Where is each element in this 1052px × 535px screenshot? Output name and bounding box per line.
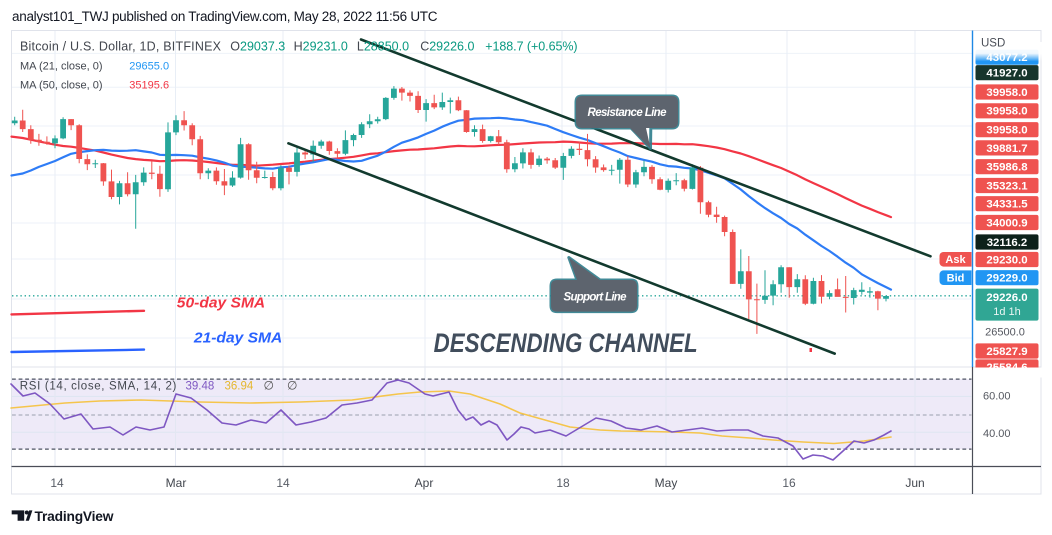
svg-text:+188.7 (+0.65%): +188.7 (+0.65%): [485, 40, 577, 54]
svg-text:39881.7: 39881.7: [986, 143, 1027, 155]
svg-text:Resistance Line: Resistance Line: [588, 107, 668, 119]
svg-text:34331.5: 34331.5: [986, 199, 1028, 211]
svg-text:analyst101_TWJ published on Tr: analyst101_TWJ published on TradingView.…: [12, 9, 438, 24]
svg-text:C29226.0: C29226.0: [420, 40, 474, 54]
svg-text:41927.0: 41927.0: [986, 68, 1027, 80]
svg-text:RSI (14, close, SMA, 14, 2): RSI (14, close, SMA, 14, 2): [20, 380, 177, 392]
svg-text:21-day SMA: 21-day SMA: [193, 330, 282, 347]
svg-text:26500.0: 26500.0: [985, 326, 1025, 338]
svg-text:USD: USD: [981, 38, 1005, 50]
svg-text:L28850.0: L28850.0: [357, 40, 409, 54]
svg-text:MA (21, close, 0): MA (21, close, 0): [20, 61, 103, 73]
svg-text:1d 1h: 1d 1h: [993, 306, 1021, 318]
svg-text:29230.0: 29230.0: [986, 254, 1027, 266]
svg-text:40.00: 40.00: [983, 428, 1011, 440]
svg-text:Bitcoin / U.S. Dollar, 1D, BIT: Bitcoin / U.S. Dollar, 1D, BITFINEX: [20, 40, 222, 54]
svg-text:Bid: Bid: [947, 272, 965, 284]
svg-text:34000.9: 34000.9: [986, 217, 1027, 229]
svg-text:DESCENDING CHANNEL: DESCENDING CHANNEL: [434, 328, 698, 358]
svg-text:39958.0: 39958.0: [986, 106, 1027, 118]
svg-text:MA (50, close, 0): MA (50, close, 0): [20, 80, 103, 92]
svg-text:35986.8: 35986.8: [986, 162, 1027, 174]
svg-text:Ask: Ask: [945, 254, 966, 266]
svg-text:29655.0: 29655.0: [129, 61, 169, 73]
svg-text:39958.0: 39958.0: [986, 87, 1027, 99]
svg-text:Jun: Jun: [905, 476, 924, 490]
svg-text:39958.0: 39958.0: [986, 125, 1027, 137]
svg-text:39.48: 39.48: [186, 380, 215, 392]
svg-text:14: 14: [50, 476, 64, 490]
svg-text:Mar: Mar: [166, 476, 187, 490]
svg-text:H29231.0: H29231.0: [294, 40, 348, 54]
svg-text:35195.6: 35195.6: [129, 80, 169, 92]
svg-text:May: May: [655, 476, 678, 490]
svg-text:32116.2: 32116.2: [987, 237, 1028, 249]
svg-text:Apr: Apr: [415, 476, 434, 490]
svg-text:16: 16: [782, 476, 796, 490]
svg-text:25827.9: 25827.9: [986, 346, 1027, 358]
svg-text:14: 14: [276, 476, 290, 490]
svg-text:29229.0: 29229.0: [986, 273, 1027, 285]
svg-text:TradingView: TradingView: [35, 509, 114, 524]
svg-text:60.00: 60.00: [983, 391, 1011, 403]
svg-text:∅: ∅: [287, 378, 297, 392]
svg-text:36.94: 36.94: [225, 380, 254, 392]
svg-text:50-day SMA: 50-day SMA: [177, 295, 265, 312]
svg-text:18: 18: [556, 476, 570, 490]
svg-text:O29037.3: O29037.3: [230, 40, 285, 54]
svg-text:29226.0: 29226.0: [986, 292, 1027, 304]
svg-text:Support Line: Support Line: [564, 292, 628, 304]
svg-text:∅: ∅: [264, 378, 274, 392]
svg-text:35323.1: 35323.1: [986, 180, 1028, 192]
